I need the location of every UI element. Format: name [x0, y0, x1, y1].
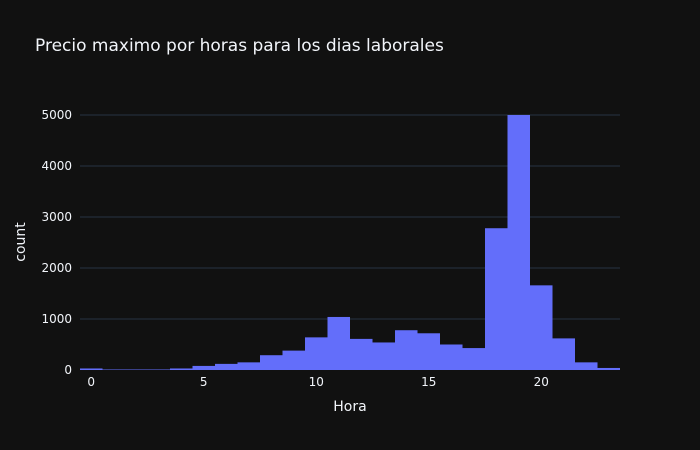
y-tick-label: 2000: [41, 261, 72, 275]
y-tick-label: 3000: [41, 210, 72, 224]
x-tick-label: 15: [421, 375, 436, 389]
y-tick-labels: 0 1000 2000 3000 4000 5000: [41, 108, 72, 377]
x-axis-title: Hora: [333, 399, 366, 415]
x-tick-label: 10: [309, 375, 324, 389]
bar-hora-11: [327, 316, 350, 370]
chart-title: Precio maximo por horas para los dias la…: [35, 36, 444, 56]
x-tick-label: 0: [87, 375, 95, 389]
bar-hora-20: [530, 285, 553, 370]
bar-hora-14: [395, 330, 418, 370]
bar-hora-12: [350, 338, 373, 370]
bar-hora-17: [462, 348, 485, 370]
y-tick-label: 4000: [41, 159, 72, 173]
bar-hora-6: [215, 363, 238, 370]
bar-hora-21: [552, 338, 575, 370]
bar-hora-16: [440, 344, 463, 370]
bar-hora-5: [192, 365, 215, 370]
bar-hora-22: [575, 362, 598, 370]
bar-hora-1: [102, 369, 125, 370]
bar-hora-2: [125, 369, 148, 370]
x-tick-label: 5: [200, 375, 208, 389]
bar-hora-18: [485, 228, 508, 370]
bar-hora-8: [260, 355, 283, 370]
y-tick-label: 5000: [41, 108, 72, 122]
y-tick-label: 1000: [41, 312, 72, 326]
bar-hora-7: [237, 362, 260, 370]
bar-hora-23: [597, 367, 620, 370]
y-axis-title: count: [13, 222, 29, 262]
bar-hora-15: [417, 333, 440, 370]
x-tick-label: 20: [534, 375, 549, 389]
bar-hora-3: [147, 369, 170, 370]
bar-hora-4: [170, 368, 193, 370]
bar-hora-19: [507, 115, 530, 370]
bar-hora-10: [305, 337, 328, 370]
x-tick-labels: 0 5 10 15 20: [87, 375, 548, 389]
bar-hora-0: [80, 368, 103, 370]
bar-hora-13: [372, 342, 395, 370]
y-tick-label: 0: [64, 363, 72, 377]
bar-hora-9: [282, 350, 305, 370]
bars: [80, 115, 620, 370]
